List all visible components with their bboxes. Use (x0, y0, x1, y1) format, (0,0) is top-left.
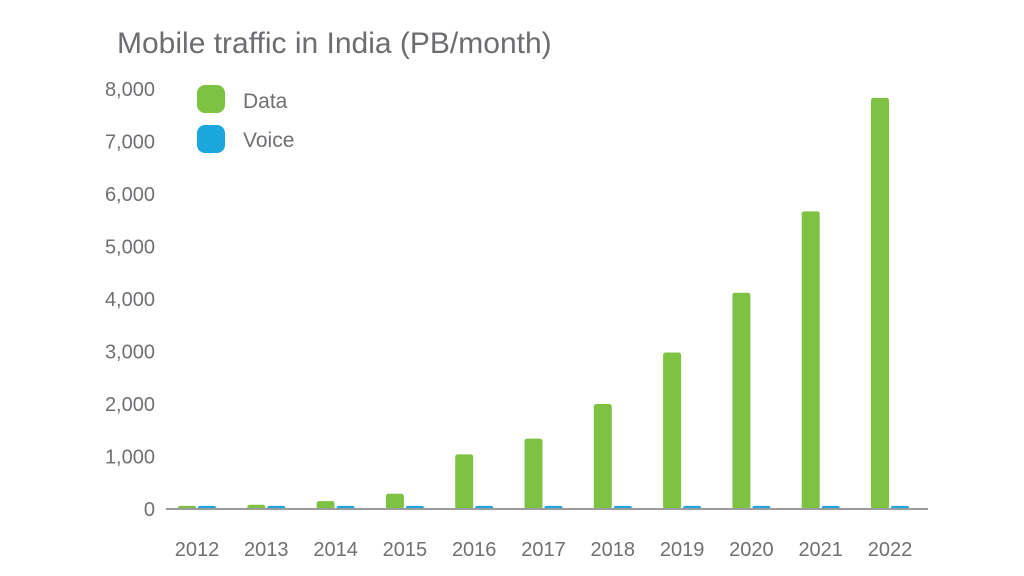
bar-data-2013 (247, 504, 266, 509)
y-tick-label: 2,000 (105, 394, 155, 416)
legend-label-voice: Voice (243, 129, 294, 152)
legend-swatch-data (197, 85, 225, 113)
x-tick-label: 2015 (383, 539, 428, 561)
x-tick-label: 2012 (175, 539, 220, 561)
legend-label-data: Data (243, 90, 288, 113)
y-tick-label: 0 (144, 499, 155, 521)
y-tick-label: 5,000 (105, 237, 155, 259)
x-tick-label: 2018 (591, 539, 636, 561)
bar-data-2021 (801, 211, 820, 509)
y-tick-label: 4,000 (105, 289, 155, 311)
legend: Data Voice (197, 85, 294, 153)
y-tick-label: 3,000 (105, 342, 155, 364)
chart-title: Mobile traffic in India (PB/month) (117, 27, 552, 60)
y-tick-label: 7,000 (105, 132, 155, 154)
x-tick-label: 2022 (868, 539, 913, 561)
bar-data-2015 (385, 493, 404, 509)
bar-data-2017 (524, 438, 543, 509)
x-axis-ticks: 2012 2013 2014 2015 2016 2017 2018 2019 2020 2021… (175, 539, 913, 561)
bar-data-2018 (593, 404, 612, 509)
x-tick-label: 2019 (660, 539, 705, 561)
x-tick-label: 2016 (452, 539, 497, 561)
bar-data-2016 (455, 454, 474, 509)
y-tick-label: 1,000 (105, 447, 155, 469)
y-tick-label: 6,000 (105, 184, 155, 206)
x-tick-label: 2013 (244, 539, 289, 561)
x-tick-label: 2014 (313, 539, 358, 561)
x-tick-label: 2017 (521, 539, 566, 561)
y-axis-ticks: 0 1,000 2,000 3,000 4,000 5,000 6,000 7,000 8,00… (105, 79, 155, 521)
x-tick-label: 2021 (798, 539, 843, 561)
legend-swatch-voice (197, 125, 225, 153)
bar-data-2019 (663, 352, 682, 509)
bar-data-2022 (871, 97, 889, 510)
bar-data-2020 (732, 292, 751, 509)
x-tick-label: 2020 (729, 539, 774, 561)
bar-data-2014 (316, 501, 335, 509)
y-tick-label: 8,000 (105, 79, 155, 101)
bars (178, 97, 909, 510)
